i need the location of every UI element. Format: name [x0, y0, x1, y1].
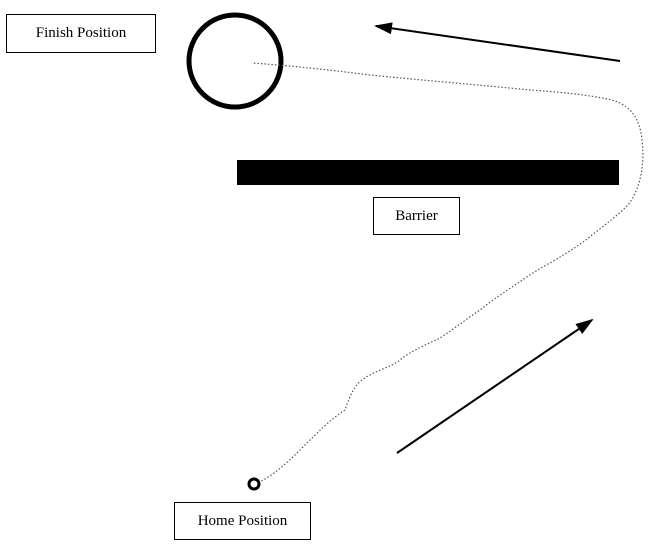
- barrier-label: Barrier: [373, 197, 460, 235]
- movement-trajectory: [251, 62, 644, 485]
- barrier-bar: [237, 160, 619, 185]
- finish-target-circle: [186, 12, 284, 110]
- direction-arrow-lower: [396, 318, 594, 454]
- finish-position-label: Finish Position: [6, 14, 156, 53]
- direction-arrow-upper: [374, 22, 621, 62]
- home-position-label: Home Position: [174, 502, 311, 540]
- home-marker: [247, 477, 261, 491]
